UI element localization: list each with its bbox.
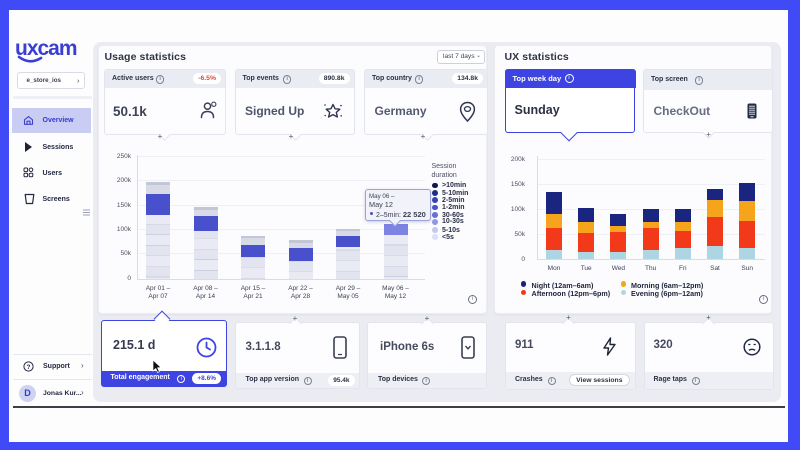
svg-text:?: ?	[26, 364, 30, 371]
svg-text:uxcam: uxcam	[15, 37, 77, 60]
